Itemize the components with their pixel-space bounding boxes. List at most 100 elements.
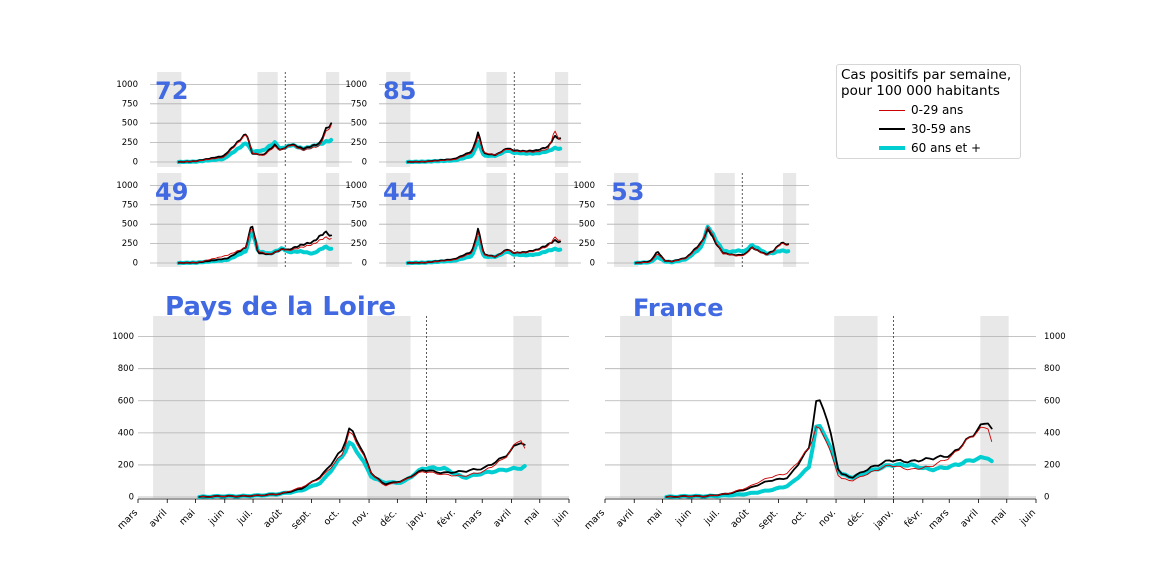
panel-3: 0 250 500 750 1000 44 [345, 173, 581, 269]
y-tick-label-4: 1000 [345, 181, 367, 191]
x-tick-label-15: juin [550, 507, 571, 528]
x-tick-label-8: nov. [816, 507, 838, 529]
x-tick-label-14: mai [522, 507, 542, 527]
x-tick-label-14: mai [989, 507, 1009, 527]
series-line-young [178, 228, 332, 264]
x-tick-label-12: mars [927, 507, 952, 532]
x-tick-label-7: oct. [322, 507, 342, 527]
y-tick-label-3: 750 [122, 99, 138, 109]
x-tick-label-11: févr. [902, 507, 925, 530]
panel-title: 85 [383, 77, 416, 105]
x-tick-label-9: déc. [844, 507, 866, 529]
shade-period-2 [980, 316, 1009, 498]
series-line-young [407, 130, 561, 163]
x-tick-label-3: juin [673, 507, 694, 528]
y-tick-label-0: 0 [1044, 493, 1049, 503]
series-line-young [407, 232, 561, 264]
series-line-young [635, 226, 789, 264]
y-tick-label-4: 800 [1044, 364, 1060, 374]
panel-4: 0 250 500 750 1000 53 [573, 173, 809, 269]
legend-title: Cas positifs par semaine, pour 100 000 h… [841, 67, 1011, 99]
x-tick-label-6: sept. [756, 507, 780, 531]
shade-period-0 [157, 173, 182, 267]
x-tick-label-15: juin [1017, 507, 1038, 528]
y-tick-label-0: 0 [362, 259, 367, 269]
x-tick-label-8: nov. [349, 507, 371, 529]
series-line-mid [406, 131, 562, 163]
shade-period-1 [367, 316, 411, 498]
shade-period-2 [325, 173, 340, 267]
panel-0: 0 250 500 750 1000 72 [116, 72, 352, 168]
panel-title: 53 [611, 178, 644, 206]
y-tick-label-3: 600 [118, 396, 134, 406]
legend-label-mid: 30-59 ans [911, 122, 971, 136]
shade-period-0 [157, 72, 182, 167]
x-tick-label-2: mai [177, 507, 197, 527]
y-tick-label-2: 500 [122, 119, 138, 129]
legend-title-line2: pour 100 000 habitants [841, 83, 1000, 99]
y-tick-label-1: 250 [122, 239, 138, 249]
panel-title: 44 [383, 178, 416, 206]
y-tick-label-0: 0 [590, 259, 595, 269]
legend-item-young: 0-29 ans [879, 102, 963, 118]
shade-period-2 [325, 72, 340, 167]
y-tick-label-3: 750 [579, 200, 595, 210]
x-tick-label-4: juil. [702, 507, 722, 527]
x-tick-label-13: avril [491, 507, 513, 529]
legend-item-old: 60 ans et + [879, 140, 981, 156]
panel-1: 0 250 500 750 1000 85 [345, 72, 581, 168]
shade-period-1 [486, 72, 507, 167]
x-tick-label-10: janv. [404, 507, 428, 531]
x-tick-label-0: mars [582, 507, 607, 532]
y-tick-label-4: 1000 [573, 181, 595, 191]
y-tick-label-3: 600 [1044, 396, 1060, 406]
series-line-young [665, 426, 993, 498]
y-tick-label-2: 400 [118, 428, 134, 438]
y-tick-label-3: 750 [351, 200, 367, 210]
legend: Cas positifs par semaine, pour 100 000 h… [836, 64, 1021, 159]
series-line-old [633, 224, 791, 265]
panel-title: 49 [155, 178, 188, 206]
x-tick-label-1: avril [147, 507, 169, 529]
legend-swatch-mid [879, 128, 905, 130]
y-tick-label-2: 500 [351, 119, 367, 129]
y-tick-label-4: 800 [118, 364, 134, 374]
shade-period-2 [554, 173, 569, 267]
y-tick-label-1: 250 [351, 138, 367, 148]
x-tick-label-9: déc. [377, 507, 399, 529]
shade-period-0 [614, 173, 639, 267]
x-tick-label-11: févr. [435, 507, 458, 530]
y-tick-label-0: 0 [133, 158, 138, 168]
y-tick-label-0: 0 [133, 259, 138, 269]
x-tick-label-10: janv. [871, 507, 895, 531]
series-line-old [176, 137, 334, 164]
y-tick-label-1: 200 [118, 460, 134, 470]
y-tick-label-4: 1000 [116, 181, 138, 191]
y-tick-label-0: 0 [362, 158, 367, 168]
shade-period-0 [153, 316, 205, 498]
legend-label-old: 60 ans et + [911, 141, 982, 155]
legend-label-young: 0-29 ans [911, 103, 964, 117]
x-tick-label-7: oct. [789, 507, 809, 527]
y-tick-label-4: 1000 [116, 80, 138, 90]
series-line-young [178, 124, 332, 163]
panel-title: France [633, 294, 723, 322]
x-tick-label-0: mars [115, 507, 140, 532]
y-tick-label-2: 500 [122, 220, 138, 230]
y-tick-label-5: 1000 [1044, 332, 1066, 342]
legend-swatch-old [879, 146, 905, 150]
legend-item-mid: 30-59 ans [879, 121, 971, 137]
y-tick-label-1: 200 [1044, 460, 1060, 470]
series-line-mid [198, 427, 526, 498]
y-tick-label-3: 750 [351, 99, 367, 109]
y-tick-label-5: 1000 [112, 332, 134, 342]
x-tick-label-3: juin [206, 507, 227, 528]
x-tick-label-5: août [729, 507, 752, 530]
x-tick-label-2: mai [644, 507, 664, 527]
y-tick-label-1: 250 [122, 138, 138, 148]
shade-period-2 [554, 72, 569, 167]
x-tick-label-12: mars [460, 507, 485, 532]
panel-title: 72 [155, 77, 188, 105]
shade-period-0 [386, 72, 411, 167]
